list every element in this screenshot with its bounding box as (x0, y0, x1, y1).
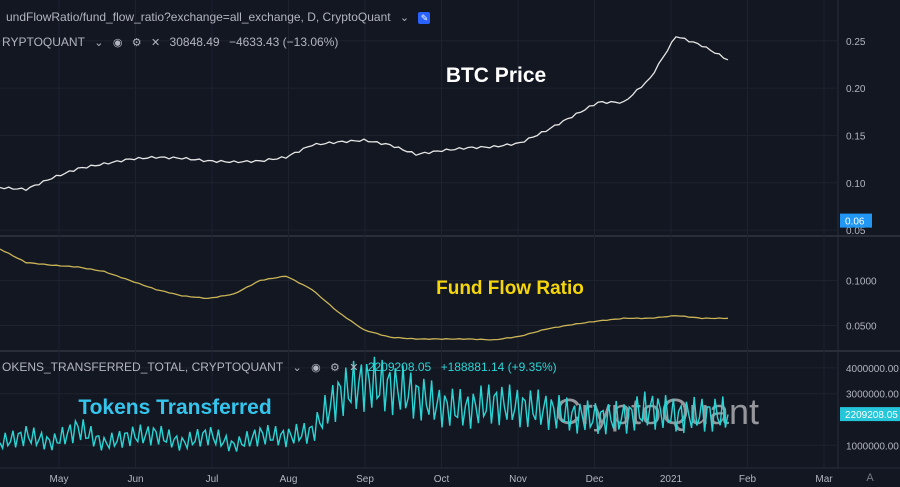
close-icon[interactable]: ✕ (150, 37, 161, 49)
time-tick-label: Jun (127, 474, 143, 485)
time-tick-label: Aug (280, 474, 298, 485)
series-line-2 (0, 248, 729, 341)
price-legend-name[interactable]: RYPTOQUANT (2, 35, 85, 49)
last-value-label: 2209208.05 (845, 410, 898, 421)
y-tick-label-pane3: 1000000.00 (846, 441, 899, 452)
time-tick-label: 2021 (660, 474, 683, 485)
series (0, 36, 729, 452)
chevron-down-icon[interactable]: ⌄ (399, 12, 410, 24)
annotation-3: Tokens Transferred (78, 396, 271, 419)
auto-scale-button[interactable]: A (866, 472, 874, 484)
y-tick-label-pane1: 0.10 (846, 179, 866, 190)
series-line-1 (0, 36, 729, 192)
time-tick-label: Jul (206, 474, 219, 485)
pane-separators (0, 0, 900, 469)
symbol-title[interactable]: undFlowRatio/fund_flow_ratio?exchange=al… (6, 10, 391, 24)
time-tick-label: Oct (434, 474, 450, 485)
auto-scale-label: A (866, 472, 874, 484)
y-tick-label-pane3: 3000000.00 (846, 390, 899, 401)
last-value-label: 0.06 (845, 217, 865, 228)
y-tick-label-pane1: 0.20 (846, 84, 866, 95)
last-value-badge (840, 407, 900, 422)
y-tick-label-pane1: 0.15 (846, 132, 866, 143)
tokens-legend-value: 2209208.05 (367, 360, 432, 374)
price-legend-change: −4633.43 (−13.06%) (228, 35, 339, 49)
time-scale: May Jun Jul Aug Sep Oct Nov Dec 2021 Feb Mar (50, 474, 834, 485)
time-tick-label: Sep (356, 474, 374, 485)
symbol-header: undFlowRatio/fund_flow_ratio?exchange=al… (6, 10, 436, 24)
time-tick-label: Feb (739, 474, 757, 485)
y-tick-label-pane1: 0.05 (846, 226, 866, 237)
series-line-3 (0, 356, 729, 452)
last-value-badge (840, 213, 872, 228)
tokens-legend-change: +188881.14 (+9.35%) (440, 360, 557, 374)
eye-icon[interactable]: ◉ (311, 362, 321, 374)
tokens-legend-name[interactable]: OKENS_TRANSFERRED_TOTAL, CRYPTOQUANT (2, 360, 284, 374)
price-legend-row: RYPTOQUANT ⌄ ◉ ⚙ ✕ 30848.49 −4633.43 (−1… (2, 35, 344, 49)
chevron-down-icon[interactable]: ⌄ (292, 362, 302, 374)
price-legend-value: 30848.49 (169, 35, 220, 49)
annotation-1: BTC Price (446, 64, 546, 87)
annotation-2: Fund Flow Ratio (436, 278, 584, 299)
pin-icon[interactable]: ✎ (418, 12, 431, 24)
y-tick-label-pane2: 0.0500 (846, 322, 877, 333)
y-tick-label-pane1: 0.25 (846, 37, 866, 48)
chevron-down-icon[interactable]: ⌄ (94, 37, 104, 49)
time-tick-label: Nov (509, 474, 527, 485)
tokens-legend-row: OKENS_TRANSFERRED_TOTAL, CRYPTOQUANT ⌄ ◉… (2, 360, 563, 374)
gear-icon[interactable]: ⚙ (330, 362, 340, 374)
price-scales: 0.25 0.20 0.15 0.10 0.050.06 0.1000 0.0500 4000… (840, 37, 900, 452)
y-tick-label-pane3: 4000000.00 (846, 364, 899, 375)
time-tick-label: Dec (586, 474, 604, 485)
time-tick-label: Mar (815, 474, 833, 485)
close-icon[interactable]: ✕ (349, 362, 359, 374)
eye-icon[interactable]: ◉ (112, 37, 123, 49)
gear-icon[interactable]: ⚙ (131, 37, 142, 49)
time-tick-label: May (50, 474, 69, 485)
y-tick-label-pane2: 0.1000 (846, 277, 877, 288)
annotations: BTC Price Fund Flow Ratio Tokens Transferr… (78, 64, 584, 419)
